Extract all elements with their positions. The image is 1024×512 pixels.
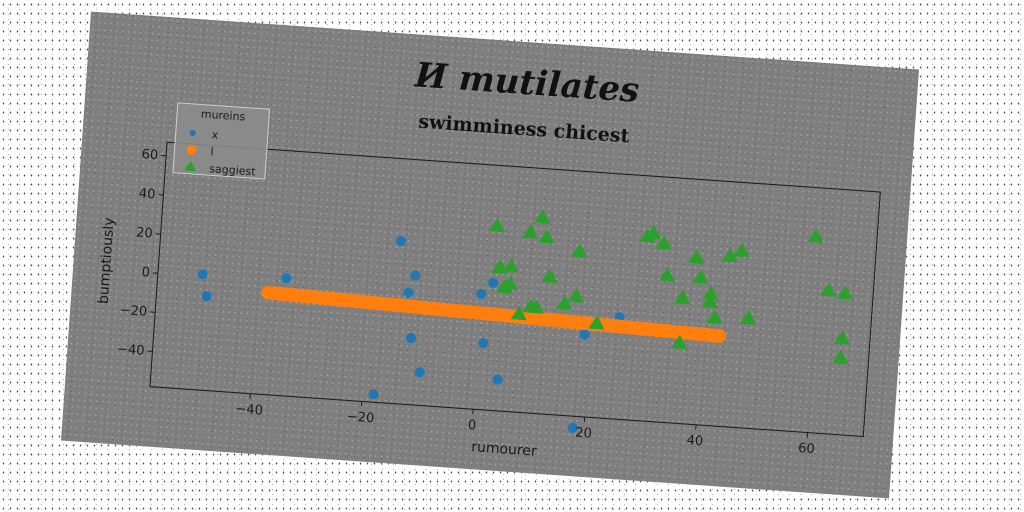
scatter-chart: И mutilates swimminess chicest −40 −20 0 20…: [96, 55, 881, 460]
saggiest-point-24: [702, 285, 719, 301]
saggiest-point-9: [521, 223, 539, 239]
saggiest-point-8: [534, 209, 551, 224]
saggiest-point-15: [588, 315, 605, 330]
saggiest-point-29: [739, 309, 756, 325]
x-point-8: [368, 389, 379, 400]
saggiest-point-14: [570, 243, 588, 258]
legend-title: mureins: [200, 108, 246, 124]
y-tick-label-0: −40: [117, 342, 145, 359]
x-point-13: [579, 329, 590, 340]
plot-area: [197, 209, 853, 433]
saggiest-point-21: [670, 334, 688, 350]
saggiest-point-33: [833, 330, 850, 345]
chart-suptitle: И mutilates: [413, 55, 641, 111]
axes-frame: [149, 141, 881, 438]
saggiest-point-25: [701, 293, 718, 309]
x-tick-label-5: 60: [798, 441, 816, 457]
x-tick-label-3: 20: [575, 425, 593, 441]
chart-panel: И mutilates swimminess chicest −40 −20 0 20…: [61, 11, 919, 499]
x-tick-label-4: 40: [686, 433, 704, 449]
x-point-1: [201, 291, 212, 302]
chart-title: swimminess chicest: [418, 111, 631, 148]
x-point-3: [395, 236, 406, 247]
saggiest-point-19: [658, 266, 675, 282]
x-point-4: [410, 270, 421, 281]
saggiest-point-34: [832, 349, 849, 365]
x-point-10: [488, 277, 499, 288]
x-point-9: [476, 288, 487, 299]
legend-marker-saggiest: [184, 160, 197, 172]
y-tick-label-1: −20: [119, 303, 147, 320]
x-point-0: [197, 269, 208, 280]
legend-label-saggiest: saggiest: [209, 162, 257, 178]
saggiest-point-23: [692, 269, 709, 284]
saggiest-point-1: [491, 259, 508, 274]
x-tick-label-1: −20: [346, 409, 374, 426]
x-point-5: [403, 287, 414, 298]
saggiest-point-27: [721, 247, 738, 263]
legend-label-l: l: [210, 145, 214, 158]
y-axis-label: bumptiously: [96, 217, 118, 304]
legend-label-x: x: [211, 128, 219, 141]
y-tick-label-3: 20: [136, 225, 154, 241]
saggiest-point-4: [495, 279, 512, 294]
saggiest-point-31: [820, 282, 837, 297]
x-point-14: [567, 422, 578, 433]
saggiest-point-5: [510, 305, 527, 321]
saggiest-point-20: [674, 289, 691, 305]
x-point-11: [478, 338, 489, 349]
legend: mureins xl saggiest: [172, 102, 271, 180]
y-tick-label-4: 40: [138, 186, 156, 202]
saggiest-point-10: [538, 229, 555, 244]
saggiest-point-0: [488, 217, 505, 233]
legend-box: [172, 102, 271, 180]
axis-ticks: −40 −20 0 20 40 60 −40 −20 0 20 40 60: [117, 147, 816, 457]
x-axis-label: rumourer: [471, 439, 538, 460]
saggiest-point-32: [836, 285, 853, 300]
x-point-6: [405, 333, 416, 344]
saggiest-point-22: [688, 249, 705, 264]
saggiest-point-17: [645, 224, 662, 240]
saggiest-point-2: [502, 257, 519, 273]
x-tick-label-2: 0: [467, 418, 476, 434]
saggiest-point-26: [706, 309, 723, 325]
saggiest-point-30: [807, 228, 824, 243]
saggiest-point-12: [556, 295, 573, 310]
saggiest-point-13: [567, 288, 584, 303]
saggiest-point-18: [655, 235, 672, 250]
saggiest-point-28: [733, 242, 750, 258]
x-point-12: [492, 374, 503, 385]
saggiest-point-11: [541, 268, 558, 284]
l-point-80: [712, 329, 727, 344]
legend-marker-l: [186, 144, 197, 155]
saggiest-point-7: [527, 299, 544, 314]
x-point-2: [281, 273, 292, 284]
x-tick-label-0: −40: [235, 402, 263, 419]
legend-marker-x: [189, 129, 196, 136]
x-point-7: [414, 367, 425, 378]
y-tick-label-2: 0: [141, 265, 150, 281]
y-tick-label-5: 60: [141, 147, 159, 163]
